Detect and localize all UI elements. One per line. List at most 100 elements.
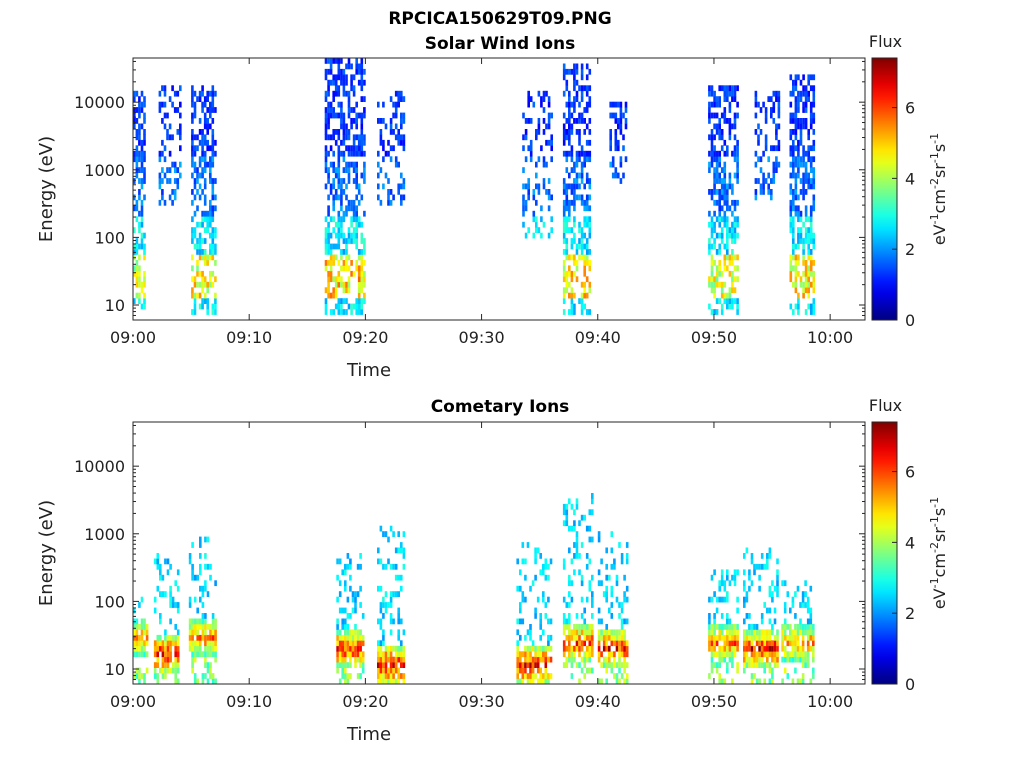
flux-cell: [196, 281, 199, 288]
flux-cell: [562, 90, 566, 97]
flux-cell: [347, 232, 351, 239]
flux-cell: [578, 520, 581, 527]
flux-cell: [605, 585, 608, 592]
flux-cell: [791, 656, 795, 663]
flux-cell: [324, 243, 328, 250]
flux-cell: [363, 172, 366, 179]
flux-cell: [350, 118, 353, 124]
flux-cell: [723, 189, 727, 195]
flux-cell: [400, 194, 403, 201]
flux-cell: [728, 129, 732, 135]
flux-cell: [153, 645, 157, 652]
flux-cell: [209, 249, 212, 255]
flux-cell: [400, 662, 403, 668]
flux-cell: [342, 265, 346, 272]
flux-cell: [578, 194, 581, 201]
flux-cell: [726, 145, 729, 152]
flux-cell: [344, 629, 347, 636]
flux-cell: [394, 678, 398, 685]
flux-cell: [760, 640, 764, 647]
flux-cell: [352, 303, 356, 310]
flux-cell: [565, 287, 569, 294]
flux-cell: [201, 629, 205, 636]
flux-cell: [329, 309, 333, 315]
flux-cell: [583, 265, 586, 272]
flux-cell: [340, 281, 343, 288]
flux-cell: [351, 640, 355, 647]
flux-cell: [191, 129, 194, 135]
flux-cell: [153, 607, 157, 614]
flux-cell: [585, 651, 589, 658]
flux-cell: [565, 281, 569, 288]
flux-cell: [324, 303, 328, 310]
flux-cell: [570, 645, 574, 652]
flux-cell: [789, 629, 792, 636]
flux-cell: [573, 101, 576, 108]
flux-cell: [763, 602, 766, 608]
flux-cell: [723, 580, 727, 587]
flux-cell: [527, 227, 530, 233]
flux-cell: [609, 145, 612, 152]
flux-cell: [400, 656, 403, 663]
flux-cell: [708, 673, 711, 679]
flux-cell: [718, 656, 721, 663]
flux-cell: [625, 585, 629, 592]
flux-cell: [794, 107, 798, 113]
flux-cell: [575, 662, 579, 668]
flux-cell: [211, 178, 215, 184]
flux-cell: [768, 634, 772, 641]
flux-cell: [720, 574, 724, 581]
flux-cell: [733, 85, 737, 92]
flux-cell: [214, 303, 217, 310]
flux-cell: [379, 656, 383, 663]
flux-cell: [355, 210, 358, 217]
flux-cell: [743, 656, 746, 663]
flux-cell: [351, 651, 355, 658]
flux-cell: [198, 238, 202, 244]
flux-cell: [600, 558, 603, 565]
flux-cell: [173, 107, 177, 113]
flux-cell: [156, 656, 160, 663]
flux-cell: [143, 134, 146, 141]
flux-cell: [623, 618, 626, 625]
flux-cell: [193, 145, 197, 152]
flux-cell: [359, 602, 362, 608]
flux-cell: [718, 123, 721, 130]
flux-cell: [354, 596, 357, 603]
flux-cell: [748, 640, 751, 647]
flux-cell: [720, 238, 724, 244]
flux-cell: [176, 662, 180, 668]
flux-cell: [710, 634, 714, 641]
flux-cell: [575, 178, 579, 184]
flux-cell: [770, 189, 773, 195]
flux-cell: [619, 107, 623, 113]
flux-cell: [565, 189, 569, 195]
flux-cell: [196, 624, 199, 630]
flux-cell: [733, 227, 737, 233]
flux-cell: [608, 662, 611, 668]
flux-cell: [573, 167, 576, 173]
flux-cell: [575, 553, 579, 559]
flux-cell: [570, 101, 574, 108]
flux-cell: [588, 221, 592, 228]
flux-cell: [536, 678, 540, 685]
flux-cell: [812, 112, 816, 119]
flux-cell: [804, 178, 808, 184]
flux-cell: [164, 640, 167, 647]
flux-cell: [537, 183, 541, 190]
flux-cell: [745, 613, 749, 619]
flux-cell: [731, 624, 734, 630]
flux-cell: [201, 254, 204, 261]
flux-cell: [206, 96, 209, 102]
flux-cell: [804, 651, 807, 658]
flux-cell: [789, 112, 793, 119]
flux-cell: [340, 232, 343, 239]
flux-cell: [138, 123, 141, 130]
flux-cell: [580, 596, 584, 603]
flux-cell: [199, 553, 202, 559]
flux-cell: [797, 74, 800, 81]
flux-cell: [715, 281, 719, 288]
flux-cell: [519, 569, 522, 576]
flux-cell: [402, 145, 406, 152]
flux-cell: [337, 232, 341, 239]
